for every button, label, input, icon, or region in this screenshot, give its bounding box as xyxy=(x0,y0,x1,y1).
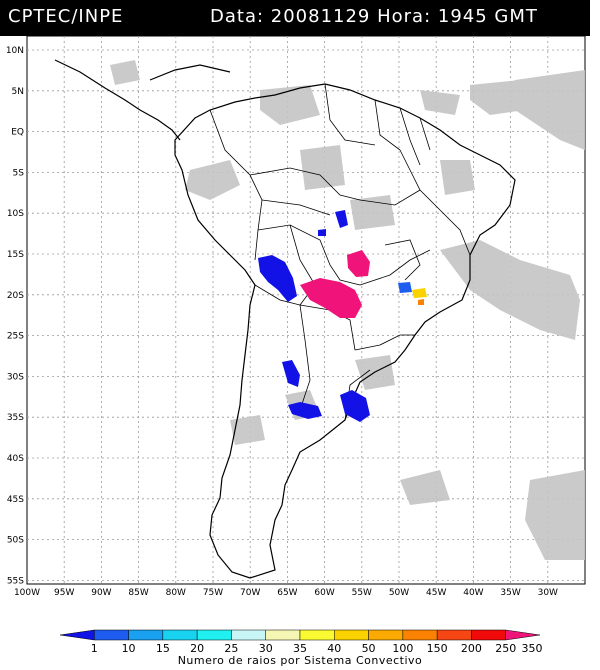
lat-tick-label: 50S xyxy=(7,536,24,546)
lon-tick-label: 85W xyxy=(128,588,148,598)
lon-tick-label: 40W xyxy=(463,588,483,598)
caribbean-coast xyxy=(149,64,231,81)
colorbar-label: 1 xyxy=(91,642,98,655)
colorbar-swatch xyxy=(128,629,164,641)
colorbar-label: 200 xyxy=(461,642,482,655)
map-frame xyxy=(26,35,586,585)
colorbar-label: 50 xyxy=(362,642,376,655)
lon-tick-label: 35W xyxy=(500,588,520,598)
title-bar: CPTEC/INPE Data: 20081129 Hora: 1945 GMT xyxy=(0,0,590,36)
colorbar-swatch xyxy=(505,629,541,641)
colorbar-label: 25 xyxy=(224,642,238,655)
lon-tick-label: 75W xyxy=(203,588,223,598)
cluster-pink-north xyxy=(347,250,370,277)
colorbar-swatch xyxy=(59,629,95,641)
lat-tick-label: 10N xyxy=(6,46,24,56)
cluster-blue-bolivia xyxy=(258,255,297,302)
lat-tick-label: 5N xyxy=(12,87,24,97)
lat-tick-label: 10S xyxy=(7,209,24,219)
agency-title: CPTEC/INPE xyxy=(8,6,124,27)
cluster-blue-small xyxy=(318,229,326,236)
lon-tick-label: 80W xyxy=(166,588,186,598)
lon-tick-label: 65W xyxy=(277,588,297,598)
lat-tick-label: 40S xyxy=(7,454,24,464)
colorbar-label: 40 xyxy=(327,642,341,655)
colorbar-swatch xyxy=(471,629,506,641)
lightning-clusters xyxy=(258,210,427,422)
lat-tick-label: 55S xyxy=(7,576,24,586)
cluster-blue-argentina-1 xyxy=(282,360,300,387)
colorbar-title: Numero de raios por Sistema Convectivo xyxy=(177,654,423,667)
colorbar-swatch xyxy=(334,629,369,641)
longitude-labels: 100W 95W 90W 85W 80W 75W 70W 65W 60W 55W 50W 45W 40W… xyxy=(14,588,558,598)
lat-tick-label: 20S xyxy=(7,291,24,301)
colorbar-label: 100 xyxy=(392,642,413,655)
lon-tick-label: 55W xyxy=(352,588,372,598)
lon-tick-label: 50W xyxy=(389,588,409,598)
lat-tick-label: 5S xyxy=(13,168,25,178)
lon-tick-label: 60W xyxy=(314,588,334,598)
cluster-blue-argentina-2 xyxy=(288,402,322,419)
lat-tick-label: 15S xyxy=(7,250,24,260)
lat-tick-label: EQ xyxy=(11,128,24,138)
colorbar-label: 15 xyxy=(156,642,170,655)
lon-tick-label: 70W xyxy=(240,588,260,598)
lat-tick-label: 25S xyxy=(7,332,24,342)
cluster-orange-sp xyxy=(412,288,427,298)
colorbar-swatch xyxy=(368,629,404,641)
colorbar-label: 10 xyxy=(122,642,136,655)
lon-tick-label: 95W xyxy=(54,588,74,598)
cluster-pink-center xyxy=(300,278,362,318)
colorbar-label: 20 xyxy=(190,642,204,655)
cluster-blue-north xyxy=(335,210,348,228)
cluster-lightblue-sp xyxy=(398,282,412,293)
lon-tick-label: 30W xyxy=(538,588,558,598)
colorbar-swatch xyxy=(94,629,129,641)
colorbar-label: 30 xyxy=(259,642,273,655)
colorbar-swatch xyxy=(162,629,198,641)
lon-tick-label: 45W xyxy=(426,588,446,598)
datetime-title: Data: 20081129 Hora: 1945 GMT xyxy=(210,6,538,27)
colorbar-swatch xyxy=(231,629,266,641)
cluster-blue-uruguay xyxy=(340,390,370,422)
lat-tick-label: 35S xyxy=(7,413,24,423)
colorbar-label: 350 xyxy=(522,642,543,655)
lat-tick-label: 30S xyxy=(7,372,24,382)
colorbar-label: 150 xyxy=(427,642,448,655)
cloud-cover xyxy=(110,60,585,560)
latitude-labels: 10N 5N EQ 5S 10S 15S 20S 25S 30S 35S 40S 45S 50S 55S xyxy=(6,46,24,586)
colorbar-swatch xyxy=(299,629,335,641)
colorbar-swatch xyxy=(436,629,472,641)
cluster-orange-small xyxy=(418,299,424,305)
lon-tick-label: 90W xyxy=(91,588,111,598)
central-america-coast xyxy=(54,59,181,141)
colorbar-swatch xyxy=(196,629,232,641)
colorbar-swatch xyxy=(402,629,438,641)
colorbar-label: 250 xyxy=(495,642,516,655)
country-borders xyxy=(209,83,471,421)
lon-tick-label: 100W xyxy=(14,588,40,598)
colorbar-swatch xyxy=(265,629,301,641)
lat-tick-label: 45S xyxy=(7,495,24,505)
colorbar-label: 35 xyxy=(293,642,307,655)
colorbar: 1 10 15 20 25 30 35 40 50 100 150 200 250 350 xyxy=(59,629,543,655)
